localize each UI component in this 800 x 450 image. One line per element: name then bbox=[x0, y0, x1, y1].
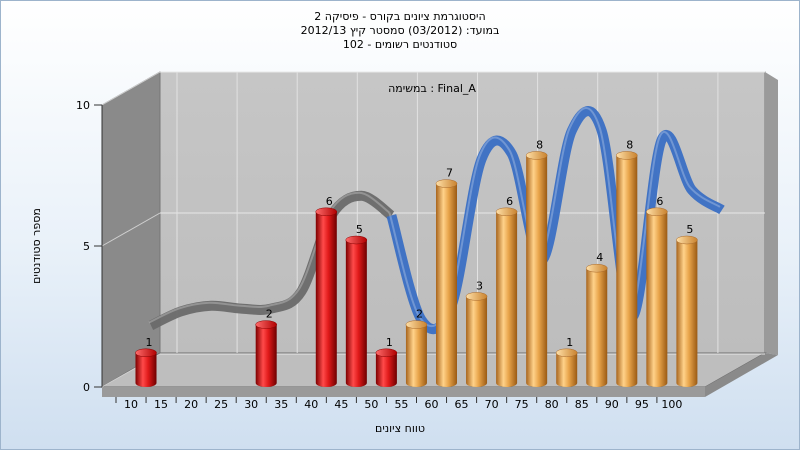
bar-cap bbox=[255, 320, 277, 329]
bar-cap bbox=[555, 348, 578, 358]
bar-cap bbox=[525, 151, 548, 160]
y-tick-label: 10 bbox=[76, 99, 90, 112]
chart-enrolled-line: סטודנטים רשומים - 102 bbox=[342, 38, 458, 51]
curve-gray-segment bbox=[148, 190, 395, 331]
bar-body bbox=[496, 211, 518, 387]
gridline-y-side bbox=[101, 212, 161, 247]
bar-body bbox=[466, 296, 488, 387]
bar-body bbox=[556, 352, 578, 387]
bar: 5 bbox=[345, 223, 368, 387]
bar-value-label: 1 bbox=[566, 336, 573, 349]
bar-value-label: 5 bbox=[686, 223, 693, 236]
bar-cap bbox=[435, 179, 458, 188]
bar-value-label: 5 bbox=[356, 223, 363, 236]
x-tick-label: 25 bbox=[214, 398, 228, 411]
bar-body bbox=[586, 268, 608, 387]
x-tick-label: 75 bbox=[515, 398, 529, 411]
bar: 2 bbox=[405, 308, 428, 387]
x-tick-label: 30 bbox=[244, 398, 258, 411]
x-tick-label: 20 bbox=[184, 398, 198, 411]
x-tick-label: 70 bbox=[485, 398, 499, 411]
bar-body bbox=[526, 155, 548, 387]
bar-cap bbox=[495, 207, 518, 217]
bar-cap bbox=[586, 263, 608, 273]
y-tick-label: 5 bbox=[83, 240, 90, 253]
bar-value-label: 2 bbox=[266, 308, 273, 321]
bar-body bbox=[255, 324, 277, 387]
x-tick-label: 45 bbox=[334, 398, 348, 411]
y-axis-label: מספר סטודנטים bbox=[30, 208, 43, 284]
x-tick-label: 10 bbox=[124, 398, 138, 411]
bar-body bbox=[436, 183, 457, 387]
y-tick-label: 0 bbox=[83, 381, 90, 394]
bar-cap bbox=[135, 348, 157, 358]
bar-value-label: 2 bbox=[416, 308, 423, 321]
x-tick-label: 40 bbox=[304, 398, 318, 411]
x-tick-label: 95 bbox=[635, 398, 649, 411]
x-axis: 10 15 20 25 30 35 40 45 50 55 60 65 70 75 80 85 90 95 100 bbox=[115, 397, 682, 411]
bar-cap bbox=[375, 348, 398, 358]
bar: 8 bbox=[616, 138, 638, 387]
bar-value-label: 8 bbox=[536, 138, 543, 151]
x-tick-label: 35 bbox=[274, 398, 288, 411]
x-tick-label: 50 bbox=[364, 398, 378, 411]
floor-side-edge bbox=[705, 353, 778, 397]
bar-body bbox=[676, 240, 698, 387]
bar: 1 bbox=[135, 336, 157, 387]
bar-cap bbox=[465, 292, 488, 301]
bar-cap bbox=[646, 207, 668, 217]
bar: 3 bbox=[465, 279, 488, 387]
bar: 6 bbox=[646, 195, 668, 387]
bars: 1 2 6 5 1 2 7 3 6 8 1 4 8 6 5 bbox=[135, 138, 698, 387]
bar-cap bbox=[676, 235, 698, 245]
bar: 7 bbox=[435, 167, 458, 387]
bar: 2 bbox=[255, 308, 277, 387]
bar-body bbox=[135, 352, 157, 387]
x-axis-label: טווח ציונים bbox=[375, 422, 425, 435]
bar-value-label: 8 bbox=[626, 138, 633, 151]
bar-body bbox=[315, 211, 337, 387]
bar-cap bbox=[315, 207, 338, 217]
x-tick-label: 85 bbox=[575, 398, 589, 411]
bar-value-label: 6 bbox=[506, 195, 513, 208]
bar: 6 bbox=[315, 195, 338, 387]
floor-front-edge bbox=[102, 387, 705, 397]
bar-body bbox=[646, 211, 668, 387]
chart-title: היסטוגרמת ציונים בקורס - פיסיקה 2 bbox=[314, 10, 486, 23]
bar-cap bbox=[345, 235, 368, 245]
curve-gray-segment-highlight bbox=[148, 191, 390, 324]
bar-body bbox=[375, 352, 397, 387]
bar-cap bbox=[616, 151, 638, 160]
task-label: Final_A : במשימה bbox=[388, 82, 476, 95]
bar: 6 bbox=[495, 195, 518, 387]
x-tick-label: 15 bbox=[154, 398, 168, 411]
chart-term-line: במועד: (03/2012) סמסטר קיץ 2012/13 bbox=[300, 24, 500, 37]
bar-value-label: 4 bbox=[596, 251, 603, 264]
back-wall-edge bbox=[765, 72, 778, 355]
x-tick-label: 55 bbox=[394, 398, 408, 411]
bar-body bbox=[345, 240, 367, 387]
x-tick-label: 100 bbox=[661, 398, 682, 411]
x-tick-label: 80 bbox=[545, 398, 559, 411]
bar-value-label: 3 bbox=[476, 279, 483, 292]
bar: 4 bbox=[586, 251, 608, 387]
bar: 1 bbox=[375, 336, 398, 387]
bar-value-label: 1 bbox=[146, 336, 153, 349]
x-tick-label: 90 bbox=[605, 398, 619, 411]
x-tick-label: 65 bbox=[455, 398, 469, 411]
bar: 5 bbox=[676, 223, 698, 387]
y-axis: 0 5 10 bbox=[76, 99, 103, 394]
bar-body bbox=[405, 324, 427, 387]
bar-value-label: 6 bbox=[656, 195, 663, 208]
bar: 8 bbox=[525, 138, 548, 387]
x-tick-label: 60 bbox=[425, 398, 439, 411]
bar-value-label: 6 bbox=[326, 195, 333, 208]
gridline-y-side bbox=[101, 71, 161, 106]
bar: 1 bbox=[555, 336, 578, 387]
bar-cap bbox=[405, 320, 428, 329]
bar-body bbox=[616, 155, 638, 387]
bar-value-label: 7 bbox=[446, 167, 453, 180]
bar-value-label: 1 bbox=[386, 336, 393, 349]
